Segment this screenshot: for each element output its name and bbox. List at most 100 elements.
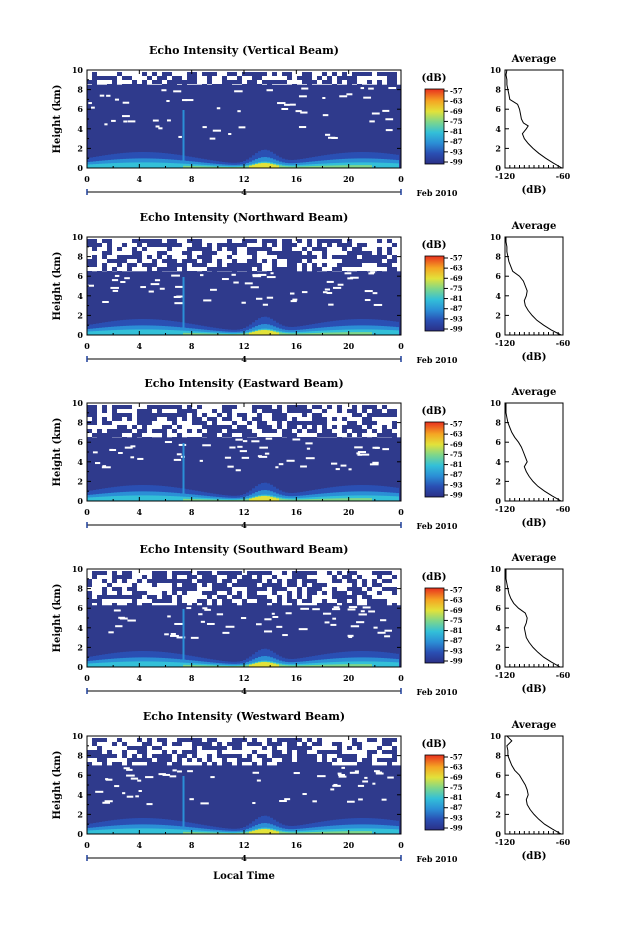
- x-tick-label: 12: [238, 673, 249, 683]
- heatmap-cell: [372, 603, 377, 607]
- chart-title: Echo Intensity (Northward Beam): [140, 211, 349, 224]
- heatmap-cell: [252, 263, 257, 267]
- heatmap-cell: [377, 255, 382, 259]
- heatmap-band: [177, 829, 180, 834]
- heatmap-gap: [241, 301, 246, 304]
- heatmap-cell: [257, 579, 262, 583]
- heatmap-cell: [392, 433, 397, 437]
- heatmap-cell: [192, 587, 197, 591]
- heatmap-cell: [92, 417, 97, 421]
- heatmap-cell: [302, 255, 307, 259]
- heatmap-gap: [300, 111, 308, 114]
- heatmap-gap: [87, 284, 95, 287]
- heatmap-cell: [392, 84, 397, 88]
- heatmap-band: [276, 831, 279, 834]
- heatmap-gap: [127, 619, 136, 622]
- average-profile-line: [505, 237, 562, 336]
- heatmap-cell: [217, 429, 222, 433]
- heatmap-cell: [262, 587, 267, 591]
- heatmap-band: [135, 495, 138, 501]
- heatmap-cell: [277, 603, 282, 607]
- colorbar-tick-label: -63: [450, 430, 463, 439]
- heatmap-cell: [117, 263, 122, 267]
- heatmap-cell: [147, 758, 152, 762]
- heatmap-cell: [387, 239, 392, 243]
- heatmap-cell: [287, 746, 292, 750]
- heatmap-cell: [312, 413, 317, 417]
- heatmap-gap: [250, 286, 259, 289]
- heatmap-cell: [137, 591, 142, 595]
- heatmap-gap: [347, 634, 354, 637]
- heatmap-cell: [122, 413, 127, 417]
- heatmap-cell: [307, 437, 312, 441]
- heatmap-cell: [192, 738, 197, 742]
- colorbar-tick-label: -57: [450, 87, 463, 96]
- heatmap-gap: [356, 452, 361, 455]
- heatmap-cell: [242, 599, 247, 603]
- heatmap-gap: [202, 444, 211, 447]
- heatmap-cell: [302, 413, 307, 417]
- heatmap-cell: [232, 738, 237, 742]
- heatmap-cell: [272, 591, 277, 595]
- heatmap-cell: [177, 405, 182, 409]
- heatmap-cell: [132, 239, 137, 243]
- heatmap-band: [300, 499, 303, 501]
- heatmap-cell: [312, 742, 317, 746]
- average-y-tick-label: 6: [495, 603, 501, 613]
- y-tick-label: 4: [77, 124, 83, 134]
- heatmap-band: [309, 333, 312, 335]
- heatmap-cell: [327, 762, 332, 766]
- heatmap-cell: [252, 76, 257, 80]
- heatmap-gap: [301, 87, 309, 90]
- colorbar-tick-label: -99: [450, 491, 463, 500]
- heatmap-band: [99, 330, 102, 335]
- heatmap-band: [366, 332, 369, 335]
- y-tick-label: 8: [77, 751, 83, 761]
- heatmap-cell: [112, 595, 117, 599]
- heatmap-band: [195, 333, 198, 335]
- heatmap-cell: [242, 603, 247, 607]
- heatmap-band: [270, 330, 273, 335]
- heatmap-cell: [297, 750, 302, 754]
- heatmap-band: [273, 164, 276, 168]
- heatmap-cell: [307, 754, 312, 758]
- average-y-tick-label: 2: [495, 642, 501, 652]
- heatmap-cell: [157, 80, 162, 84]
- heatmap-cell: [302, 405, 307, 409]
- heatmap-cell: [392, 437, 397, 441]
- heatmap-band: [87, 164, 90, 168]
- heatmap-band: [357, 165, 360, 168]
- heatmap-cell: [227, 742, 232, 746]
- heatmap-gap: [358, 798, 363, 801]
- heatmap-band: [303, 166, 306, 168]
- heatmap-band: [261, 662, 264, 667]
- heatmap-cell: [282, 433, 287, 437]
- heatmap-cell: [182, 263, 187, 267]
- y-axis-label: Height (km): [52, 418, 63, 487]
- heatmap-gap: [292, 438, 301, 441]
- heatmap-gap: [101, 466, 111, 469]
- colorbar-tick-label: -99: [450, 657, 463, 666]
- heatmap-band: [87, 663, 90, 667]
- heatmap-cell: [332, 417, 337, 421]
- heatmap-cell: [352, 599, 357, 603]
- colorbar-label: (dB): [422, 240, 447, 251]
- heatmap-cell: [297, 738, 302, 742]
- heatmap-cell: [272, 437, 277, 441]
- heatmap-cell: [367, 587, 372, 591]
- heatmap-cell: [102, 239, 107, 243]
- heatmap-gap: [346, 93, 353, 96]
- heatmap-band: [225, 166, 228, 168]
- heatmap-band: [261, 330, 264, 335]
- heatmap-gap: [137, 779, 142, 782]
- heatmap-cell: [247, 263, 252, 267]
- heatmap-band: [360, 332, 363, 335]
- heatmap-gap: [290, 300, 297, 303]
- heatmap-cell: [177, 762, 182, 766]
- heatmap-cell: [222, 746, 227, 750]
- heatmap-cell: [317, 76, 322, 80]
- heatmap-cell: [332, 742, 337, 746]
- heatmap-cell: [157, 738, 162, 742]
- heatmap-cell: [207, 758, 212, 762]
- heatmap-cell: [152, 579, 157, 583]
